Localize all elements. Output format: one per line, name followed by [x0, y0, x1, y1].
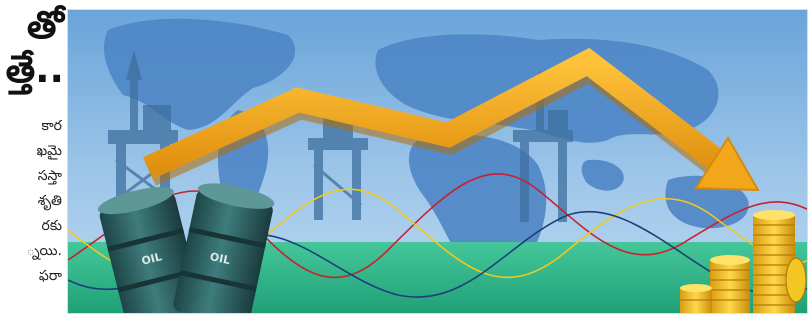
body-line-2: ఖమై: [36, 143, 62, 159]
coin-stack-medium: [710, 255, 750, 313]
map-north-america: [103, 18, 296, 130]
coin-stacks: [680, 210, 807, 313]
oil-barrel-left: OIL: [97, 187, 202, 313]
barrel-label-left: OIL: [140, 250, 163, 268]
headline-line-2: త్తే..: [5, 47, 64, 91]
oil-barrel-right: OIL: [173, 183, 275, 313]
body-line-3: సస్తా: [37, 168, 62, 184]
body-line-1: కార: [41, 118, 62, 134]
coin-standing: [785, 257, 807, 303]
headline-line-1: తో: [26, 3, 64, 47]
illustration-svg: OIL OIL: [68, 10, 807, 313]
article-text-column: తో త్తే.. కార ఖమై సస్తా శృతి రకు ్నయి. ఫ…: [0, 0, 66, 328]
coin-stack-short: [680, 284, 712, 313]
trend-arrow: [143, 47, 760, 192]
arrow-head: [694, 136, 760, 192]
oil-barrels: OIL OIL: [97, 183, 275, 313]
arrow-shaft: [143, 47, 724, 179]
map-islands: [581, 159, 624, 191]
body-line-7: ఫరా: [38, 268, 62, 284]
coin-stack-tall: [753, 210, 795, 313]
oil-rig-left: [108, 50, 178, 224]
barrel-label-right: OIL: [209, 250, 232, 267]
oil-market-illustration: OIL OIL: [67, 9, 808, 314]
body-line-6: ్నయి.: [26, 243, 62, 259]
body-line-5: రకు: [41, 218, 62, 234]
body-line-4: శృతి: [37, 193, 62, 209]
